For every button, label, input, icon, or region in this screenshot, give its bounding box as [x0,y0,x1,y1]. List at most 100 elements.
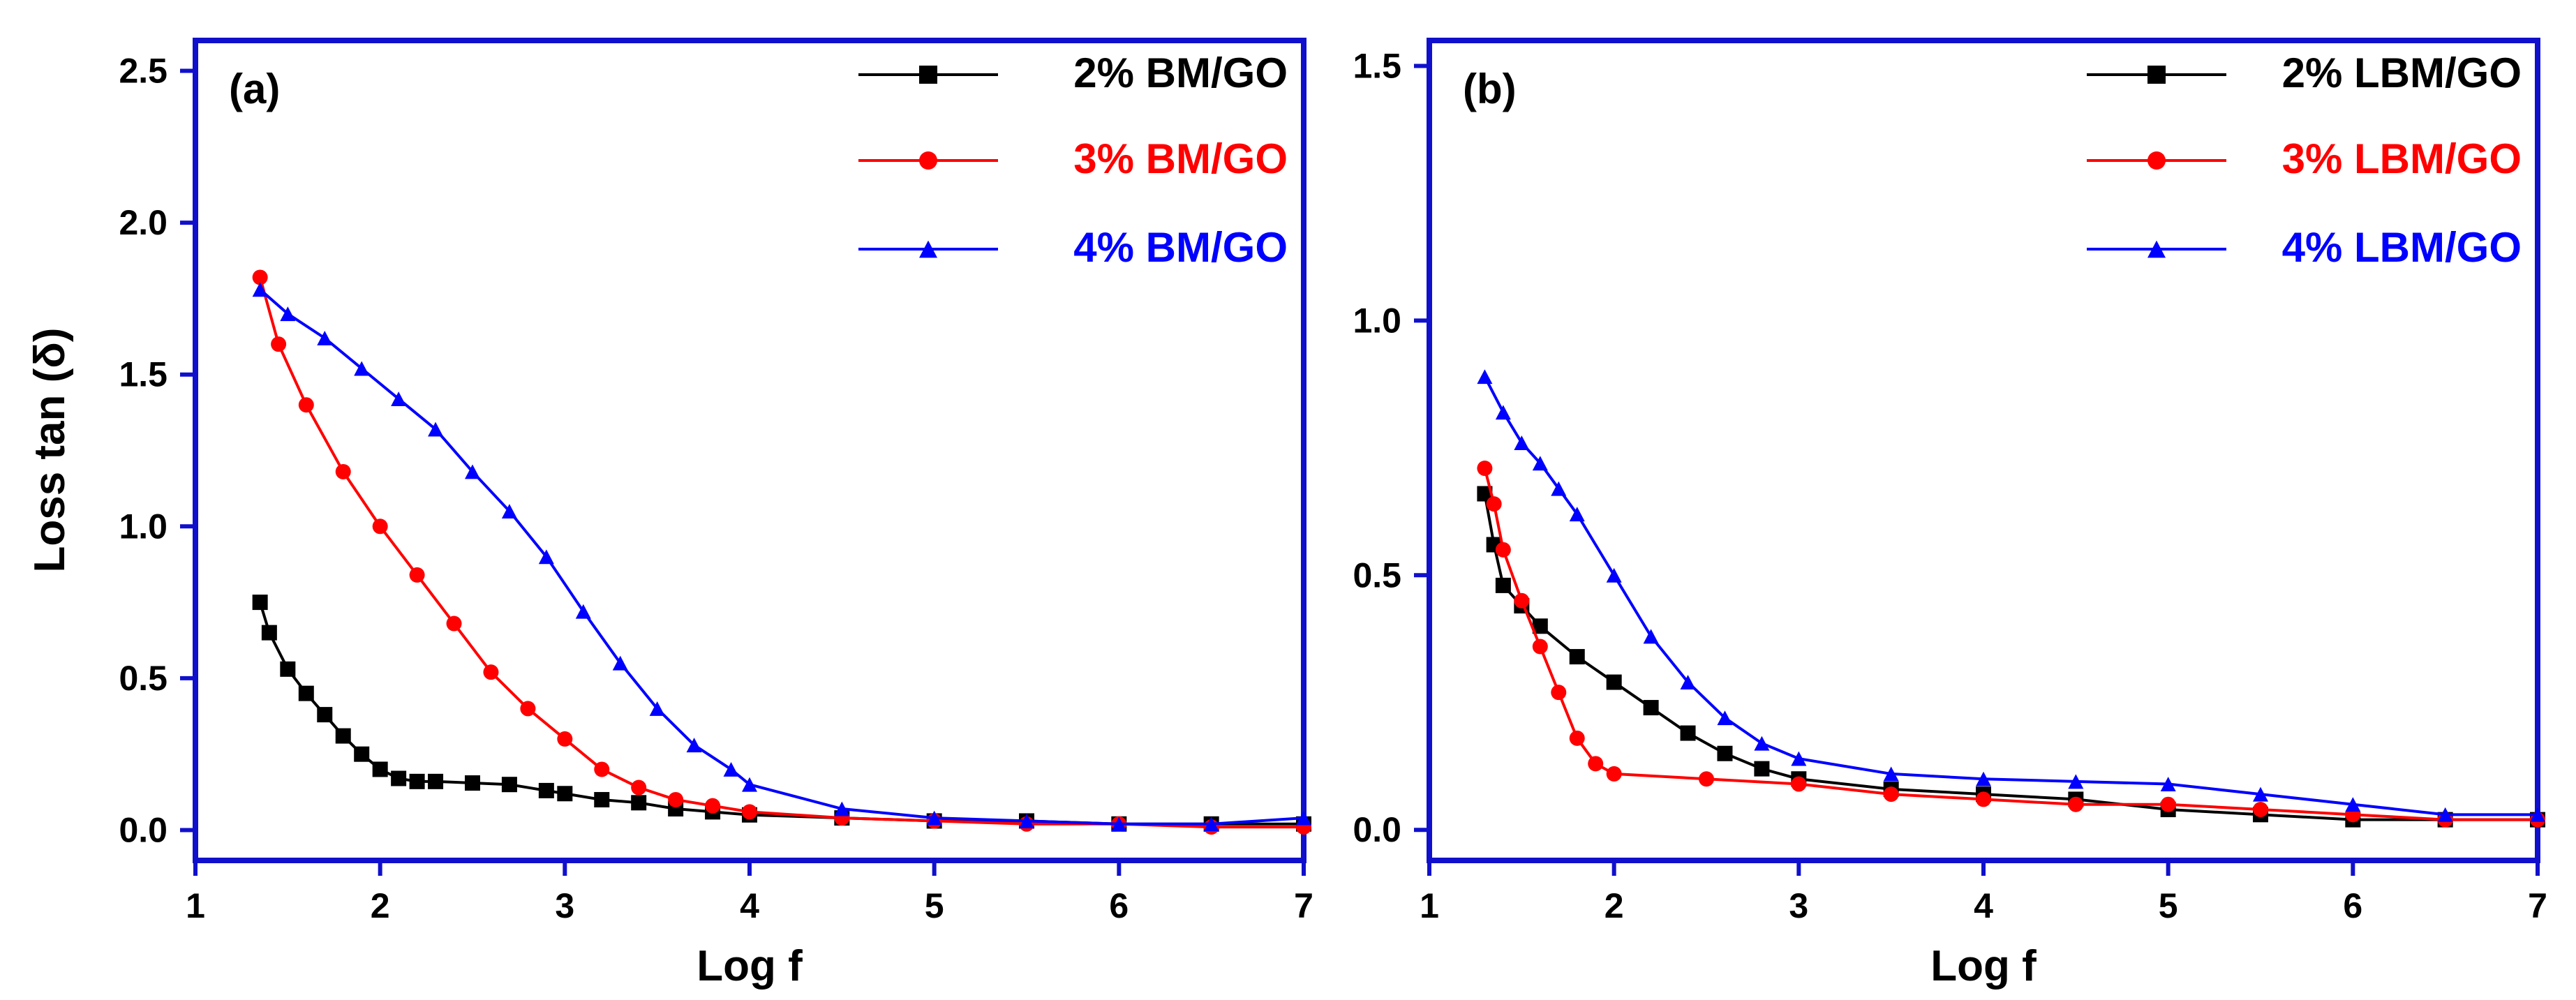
y-tick-label: 0.0 [119,810,167,849]
legend-label: 3% LBM/GO [2282,135,2522,182]
data-point [1019,813,1034,828]
legend-marker [919,151,937,170]
data-point [501,504,517,518]
data-point [1477,369,1493,385]
data-point [612,655,628,671]
legend-label: 4% LBM/GO [2282,224,2522,271]
data-point [705,798,721,814]
data-point [557,731,573,747]
data-point [1754,736,1770,751]
data-point [1477,461,1493,477]
data-point [354,361,370,376]
data-point [465,775,480,791]
y-tick-label: 0.0 [1353,810,1401,849]
data-point [2068,774,2084,789]
x-tick-label: 1 [1420,886,1439,925]
data-point [1791,776,1807,792]
data-point [1296,810,1311,826]
data-point [575,604,591,619]
data-point [465,464,480,479]
legend-label: 2% BM/GO [1073,50,1288,96]
data-point [280,661,296,677]
panel-b-label: (b) [1463,66,1517,112]
data-point [1883,766,1899,782]
data-point [1111,816,1127,832]
series-4-bm-go [252,282,1311,832]
data-point [926,810,942,826]
panel-a-x-axis-title: Log f [697,942,803,990]
data-point [631,795,647,811]
data-point [1791,751,1807,766]
data-point [1717,710,1733,726]
data-point [2253,786,2268,802]
x-tick-label: 3 [555,886,574,925]
panel-a-y-ticks: 0.0 0.5 1.0 1.5 2.0 2.5 [119,52,195,849]
data-point [1643,629,1659,644]
y-tick-label: 2.5 [119,52,167,91]
series-3-lbm-go [1477,461,2545,828]
data-point [335,728,351,744]
data-point [354,746,370,762]
data-point [594,791,610,807]
data-point [1588,756,1604,772]
data-point [1680,725,1696,741]
panel-a: 0.0 0.5 1.0 1.5 2.0 2.5 1 2 3 4 5 6 7 (a) Log f Los… [26,38,1313,990]
data-point [2160,796,2176,812]
data-point [723,761,739,777]
data-point [252,269,268,285]
data-point [686,738,702,753]
data-point [1532,456,1548,471]
data-point [1717,745,1733,761]
legend-marker [2147,240,2166,258]
data-point [372,761,388,777]
x-tick-label: 6 [2343,886,2362,925]
panel-a-legend: 2% BM/GO 3% BM/GO 4% BM/GO [858,50,1288,271]
data-point [1883,786,1899,803]
data-point [1514,435,1530,451]
data-point [428,421,444,437]
data-point [1551,685,1567,701]
data-point [2345,797,2361,812]
data-point [520,701,536,717]
data-point [1680,675,1696,690]
panel-a-label: (a) [229,66,280,112]
x-tick-label: 6 [1109,886,1129,925]
panel-a-frame [193,38,1306,863]
data-point [261,625,277,641]
y-tick-label: 0.5 [1353,555,1401,595]
series-4-lbm-go [1477,369,2545,822]
data-point [1976,771,1991,786]
data-point [409,773,425,789]
legend-marker [919,240,937,258]
data-point [1754,761,1770,777]
data-point [1569,730,1585,746]
data-point [2160,777,2176,791]
data-point [1569,649,1585,665]
data-point [742,777,757,792]
data-point [280,306,296,322]
data-point [594,761,610,777]
y-tick-label: 2.0 [119,203,167,242]
data-point [1699,771,1714,787]
data-point [1606,567,1622,583]
legend-marker [2147,151,2166,170]
data-point [1495,542,1511,558]
x-tick-label: 7 [2528,886,2547,925]
data-point [2068,796,2084,812]
legend-label: 2% LBM/GO [2282,50,2522,96]
data-point [1477,486,1493,502]
x-tick-label: 7 [1294,886,1313,925]
panel-b-y-ticks: 0.0 0.5 1.0 1.5 [1353,46,1429,849]
data-point [335,463,351,479]
data-point [631,779,647,796]
data-point [538,782,554,798]
data-point [317,707,333,723]
x-tick-label: 5 [925,886,944,925]
x-tick-label: 2 [371,886,390,925]
panel-b-legend: 2% LBM/GO 3% LBM/GO 4% LBM/GO [2087,50,2522,271]
legend-label: 4% BM/GO [1073,224,1288,271]
data-point [2530,807,2545,822]
y-tick-label: 1.0 [1353,301,1401,340]
data-point [1532,639,1548,655]
panel-a-plot-area [252,269,1311,835]
